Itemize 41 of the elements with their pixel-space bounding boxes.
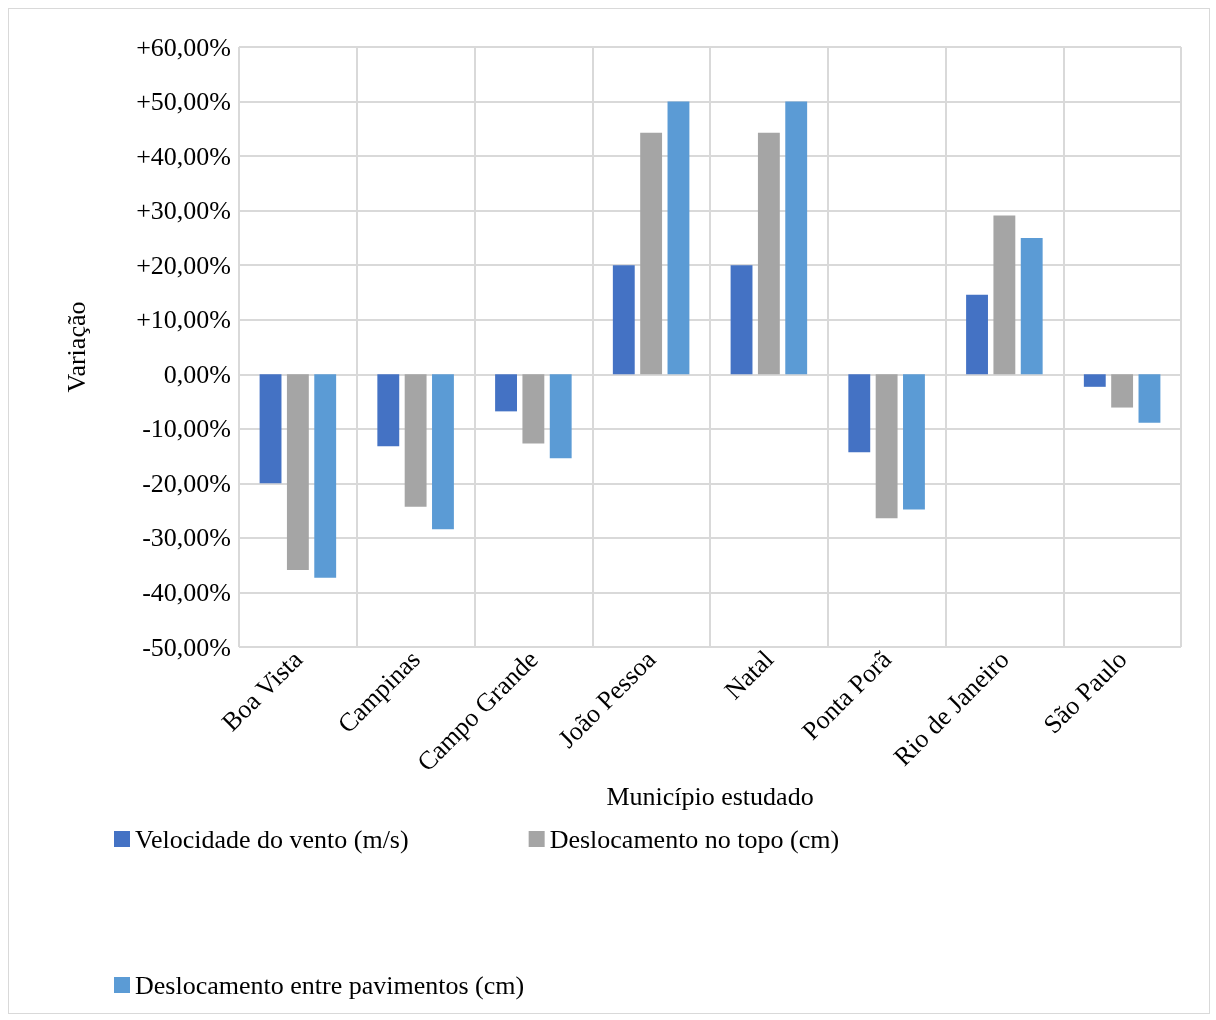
bar <box>993 215 1016 375</box>
bar <box>259 374 282 484</box>
bar <box>286 374 309 571</box>
bar <box>432 374 454 530</box>
bar <box>730 265 753 375</box>
bar <box>640 132 663 375</box>
y-tick-label: -10,00% <box>142 414 231 444</box>
bar <box>404 374 427 507</box>
bar <box>314 374 337 578</box>
bar <box>377 374 400 447</box>
bar <box>495 374 517 412</box>
bar <box>1020 237 1043 375</box>
y-tick-label: -50,00% <box>142 632 231 662</box>
y-tick-label: -20,00% <box>142 468 231 498</box>
y-tick-label: -30,00% <box>142 523 231 553</box>
bar <box>667 101 690 375</box>
legend-label: Velocidade do vento (m/s) <box>135 824 409 854</box>
bar <box>903 374 925 510</box>
y-axis-title: Variação <box>61 301 91 393</box>
bar <box>612 265 635 375</box>
bar <box>757 132 780 375</box>
bar <box>875 374 898 519</box>
bar <box>549 374 572 459</box>
y-tick-label: +30,00% <box>136 196 231 226</box>
y-tick-label: 0,00% <box>163 359 231 389</box>
bar <box>966 294 988 375</box>
y-tick-label: +20,00% <box>136 250 231 280</box>
bar <box>1111 374 1134 408</box>
legend-label: Deslocamento no topo (cm) <box>549 824 840 854</box>
bar <box>1083 374 1106 387</box>
y-tick-label: -40,00% <box>142 577 231 607</box>
bar <box>785 101 808 375</box>
y-tick-label: +40,00% <box>136 141 231 171</box>
bar <box>522 374 545 444</box>
x-axis-title: Município estudado <box>606 781 814 811</box>
legend-label: Deslocamento entre pavimentos (cm) <box>135 970 525 1000</box>
y-tick-label: +50,00% <box>136 87 231 117</box>
bar <box>848 374 871 453</box>
y-tick-label: +60,00% <box>136 32 231 62</box>
bar <box>1138 374 1161 423</box>
y-tick-label: +10,00% <box>136 305 231 335</box>
